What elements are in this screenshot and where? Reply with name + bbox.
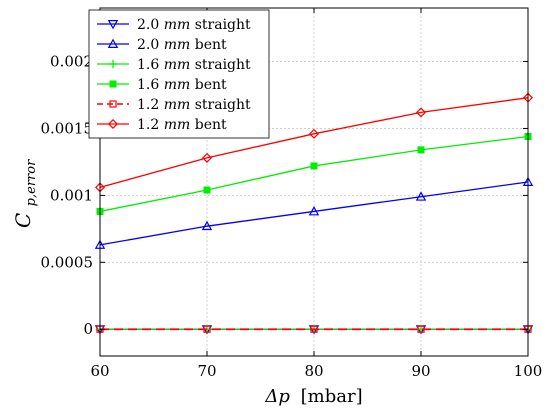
legend-kind: bent xyxy=(190,77,227,93)
legend-unit: mm xyxy=(164,17,191,33)
legend-box xyxy=(88,9,270,139)
y-tick-label: 0.002 xyxy=(50,53,93,71)
legend-size: 1.2 xyxy=(137,97,164,113)
legend-label: 1.2 mm straight xyxy=(137,97,251,113)
legend-size: 1.2 xyxy=(137,117,164,133)
legend-label: 1.6 mm straight xyxy=(137,57,251,73)
y-axis-main: C xyxy=(11,213,35,228)
x-tick-label: 80 xyxy=(304,362,323,380)
legend-size: 2.0 xyxy=(137,37,164,53)
y-tick-label: 0 xyxy=(83,320,93,338)
legend-size: 1.6 xyxy=(137,57,164,73)
data-point xyxy=(203,325,211,333)
series-line xyxy=(99,97,529,188)
legend-label: 2.0 mm bent xyxy=(137,37,227,53)
data-point xyxy=(203,186,211,194)
data-point xyxy=(310,325,318,333)
legend-marker xyxy=(107,38,119,48)
legend-kind: bent xyxy=(190,117,227,133)
y-tick-label: 0.001 xyxy=(50,186,93,204)
y-tick-label: 0.0015 xyxy=(41,119,94,137)
y-axis-title: C p,error xyxy=(11,159,39,228)
series-line xyxy=(99,181,529,246)
x-tick-label: 60 xyxy=(90,362,109,380)
data-point xyxy=(201,220,213,231)
y-axis-subscript: p,error xyxy=(24,159,39,206)
legend-unit: mm xyxy=(164,77,191,93)
legend-unit: mm xyxy=(164,117,191,133)
legend-entry: 1.6 mm straight xyxy=(97,57,251,73)
legend-kind: bent xyxy=(190,37,227,53)
data-point xyxy=(310,162,318,170)
legend-kind: straight xyxy=(190,17,251,33)
legend-entry: 1.2 mm straight xyxy=(97,97,251,113)
x-tick-label: 90 xyxy=(411,362,430,380)
x-tick-label: 100 xyxy=(514,362,543,380)
data-point xyxy=(308,206,320,216)
legend-entry: 1.2 mm bent xyxy=(97,117,227,133)
x-axis-unit: [mbar] xyxy=(301,386,363,407)
legend-kind: straight xyxy=(190,97,251,113)
legend-entry: 2.0 mm bent xyxy=(97,37,227,53)
legend-marker xyxy=(107,118,119,130)
legend-unit: mm xyxy=(164,57,191,73)
data-point xyxy=(417,325,425,333)
legend-label: 1.2 mm bent xyxy=(137,117,227,133)
legend-size: 1.6 xyxy=(137,77,164,93)
legend-unit: mm xyxy=(164,97,191,113)
legend-label: 1.6 mm bent xyxy=(137,77,227,93)
x-axis-title: Δp [mbar] xyxy=(264,386,362,407)
legend-size: 2.0 xyxy=(137,17,164,33)
y-tick-label: 0.0005 xyxy=(41,253,94,271)
data-point xyxy=(201,152,213,163)
legend-marker xyxy=(109,80,117,88)
x-axis-symbol: Δp xyxy=(264,386,290,407)
data-point xyxy=(308,128,320,139)
legend-entry: 2.0 mm straight xyxy=(97,17,251,33)
legend-marker xyxy=(108,59,118,69)
legend-label: 2.0 mm straight xyxy=(137,17,251,33)
legend-marker xyxy=(109,100,117,108)
data-point xyxy=(415,191,427,201)
data-point xyxy=(417,146,425,154)
series-group xyxy=(94,92,534,335)
legend-unit: mm xyxy=(164,37,191,53)
legend-entry: 1.6 mm bent xyxy=(97,77,227,93)
tick-labels: 60 70 80 90 100 0 0.0005 0.001 0.0015 0.002 xyxy=(41,53,543,380)
legend-kind: straight xyxy=(190,57,251,73)
x-tick-label: 70 xyxy=(197,362,216,380)
data-point xyxy=(415,107,427,118)
legend-marker xyxy=(107,20,119,30)
